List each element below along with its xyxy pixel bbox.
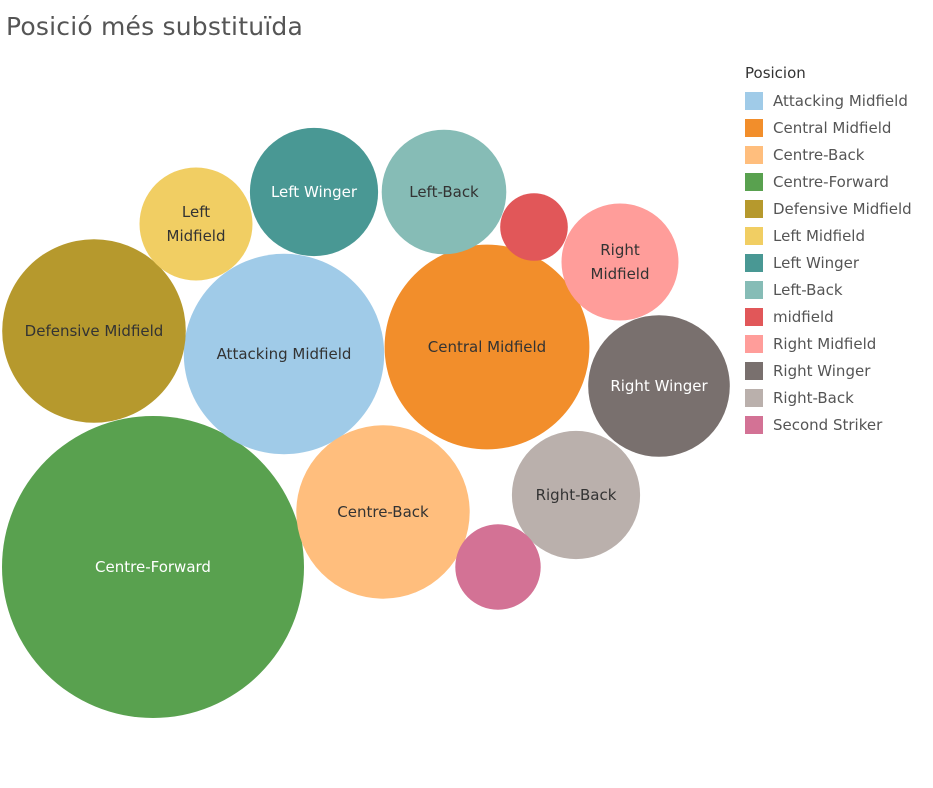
legend-label: Centre-Back bbox=[773, 145, 865, 164]
legend-swatch bbox=[745, 334, 763, 353]
legend: Posicion Attacking Midfield Central Midfi… bbox=[745, 64, 912, 438]
bubble-second-striker[interactable] bbox=[455, 524, 541, 610]
legend-label: midfield bbox=[773, 307, 834, 326]
legend-swatch bbox=[745, 280, 763, 299]
bubble-label: Left bbox=[182, 203, 210, 221]
chart-title: Posició més substituïda bbox=[6, 12, 303, 41]
bubble-label: Central Midfield bbox=[428, 338, 546, 356]
bubble-central-midfield[interactable]: Central Midfield bbox=[384, 244, 590, 450]
legend-swatch bbox=[745, 253, 763, 272]
bubble-left-midfield[interactable]: Left Midfield bbox=[139, 167, 253, 281]
bubble-circle[interactable] bbox=[561, 203, 679, 321]
bubble-circle[interactable] bbox=[381, 129, 507, 255]
bubble-label: Centre-Forward bbox=[95, 558, 211, 576]
bubble-left-winger[interactable]: Left Winger bbox=[249, 127, 379, 257]
bubble-circle[interactable] bbox=[2, 416, 304, 718]
legend-label: Right Midfield bbox=[773, 334, 877, 353]
legend-label: Defensive Midfield bbox=[773, 199, 912, 218]
legend-swatch bbox=[745, 307, 763, 326]
bubble-circle[interactable] bbox=[500, 193, 568, 261]
bubble-label: Right bbox=[600, 241, 640, 259]
legend-label: Attacking Midfield bbox=[773, 91, 908, 110]
bubble-label: Defensive Midfield bbox=[25, 322, 164, 340]
legend-swatch bbox=[745, 388, 763, 407]
legend-swatch bbox=[745, 91, 763, 110]
bubble-label: Left-Back bbox=[409, 183, 479, 201]
bubble-label: Right Winger bbox=[610, 377, 708, 395]
bubble-circle[interactable] bbox=[455, 524, 541, 610]
legend-title: Posicion bbox=[745, 64, 806, 82]
legend-label: Left Winger bbox=[773, 253, 860, 272]
bubble-circle[interactable] bbox=[2, 239, 186, 423]
legend-label: Right Winger bbox=[773, 361, 871, 380]
legend-item[interactable]: Right Midfield bbox=[745, 330, 912, 357]
legend-swatch bbox=[745, 118, 763, 137]
bubble-left-back[interactable]: Left-Back bbox=[381, 129, 507, 255]
legend-item[interactable]: Right-Back bbox=[745, 384, 912, 411]
legend-item[interactable]: Left-Back bbox=[745, 276, 912, 303]
legend-label: Central Midfield bbox=[773, 118, 892, 137]
legend-swatch bbox=[745, 226, 763, 245]
legend-item[interactable]: Centre-Forward bbox=[745, 168, 912, 195]
bubble-circle[interactable] bbox=[296, 425, 470, 599]
legend-item[interactable]: Left Winger bbox=[745, 249, 912, 276]
legend-item[interactable]: Left Midfield bbox=[745, 222, 912, 249]
bubble-label: Right-Back bbox=[536, 486, 617, 504]
bubble-right-midfield[interactable]: Right Midfield bbox=[561, 203, 679, 321]
bubble-circle[interactable] bbox=[249, 127, 379, 257]
legend-swatch bbox=[745, 361, 763, 380]
bubble-right-winger[interactable]: Right Winger bbox=[588, 315, 730, 457]
legend-label: Second Striker bbox=[773, 415, 883, 434]
bubble-label: Centre-Back bbox=[337, 503, 429, 521]
bubble-attacking-midfield[interactable]: Attacking Midfield bbox=[183, 253, 385, 455]
legend-label: Left Midfield bbox=[773, 226, 865, 245]
bubble-circle[interactable] bbox=[139, 167, 253, 281]
legend-item[interactable]: Second Striker bbox=[745, 411, 912, 438]
bubble-centre-forward[interactable]: Centre-Forward bbox=[2, 416, 304, 718]
legend-items: Attacking Midfield Central Midfield Centre… bbox=[745, 87, 912, 438]
bubble-centre-back[interactable]: Centre-Back bbox=[296, 425, 470, 599]
bubble-label: Midfield bbox=[591, 265, 650, 283]
legend-item[interactable]: Central Midfield bbox=[745, 114, 912, 141]
legend-item[interactable]: Right Winger bbox=[745, 357, 912, 384]
legend-label: Right-Back bbox=[773, 388, 854, 407]
bubble-label: Attacking Midfield bbox=[217, 345, 352, 363]
bubble-label: Left Winger bbox=[271, 183, 358, 201]
bubble-defensive-midfield[interactable]: Defensive Midfield bbox=[2, 239, 186, 423]
bubble-chart: Centre-Forward Central Midfield Attacking … bbox=[2, 127, 730, 718]
bubble-circle[interactable] bbox=[511, 430, 641, 560]
bubble-label: Midfield bbox=[167, 227, 226, 245]
legend-swatch bbox=[745, 199, 763, 218]
legend-item[interactable]: Defensive Midfield bbox=[745, 195, 912, 222]
bubble-circle[interactable] bbox=[384, 244, 590, 450]
legend-item[interactable]: Attacking Midfield bbox=[745, 87, 912, 114]
legend-label: Centre-Forward bbox=[773, 172, 889, 191]
bubble-right-back[interactable]: Right-Back bbox=[511, 430, 641, 560]
legend-label: Left-Back bbox=[773, 280, 843, 299]
legend-item[interactable]: midfield bbox=[745, 303, 912, 330]
bubble-midfield[interactable] bbox=[500, 193, 568, 261]
legend-item[interactable]: Centre-Back bbox=[745, 141, 912, 168]
bubble-circle[interactable] bbox=[183, 253, 385, 455]
legend-swatch bbox=[745, 415, 763, 434]
legend-swatch bbox=[745, 145, 763, 164]
bubble-circle[interactable] bbox=[588, 315, 730, 457]
legend-swatch bbox=[745, 172, 763, 191]
